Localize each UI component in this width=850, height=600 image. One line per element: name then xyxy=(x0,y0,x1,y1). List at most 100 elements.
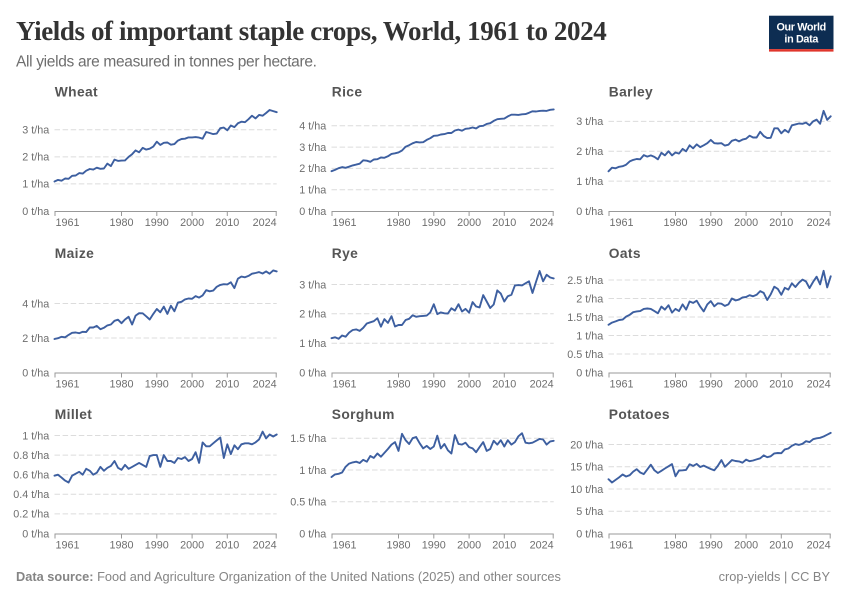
svg-text:Maize: Maize xyxy=(55,246,94,261)
svg-text:Yields of important staple cro: Yields of important staple crops, World,… xyxy=(16,16,606,46)
svg-text:0.8 t/ha: 0.8 t/ha xyxy=(13,450,49,462)
svg-text:1961: 1961 xyxy=(333,217,357,229)
svg-text:2010: 2010 xyxy=(492,217,516,229)
svg-text:1990: 1990 xyxy=(145,379,169,391)
svg-text:1980: 1980 xyxy=(663,540,687,552)
svg-text:20 t/ha: 20 t/ha xyxy=(570,439,603,451)
svg-text:15 t/ha: 15 t/ha xyxy=(570,462,603,474)
svg-text:2000: 2000 xyxy=(734,217,758,229)
svg-text:10 t/ha: 10 t/ha xyxy=(570,484,603,496)
svg-text:1990: 1990 xyxy=(699,217,723,229)
svg-text:1 t/ha: 1 t/ha xyxy=(299,185,326,197)
svg-text:1990: 1990 xyxy=(422,379,446,391)
svg-text:2024: 2024 xyxy=(530,217,554,229)
svg-text:1961: 1961 xyxy=(56,540,80,552)
svg-text:Our World: Our World xyxy=(776,22,825,34)
svg-text:Barley: Barley xyxy=(609,85,653,100)
svg-text:0 t/ha: 0 t/ha xyxy=(299,367,326,379)
svg-text:2 t/ha: 2 t/ha xyxy=(22,333,49,345)
svg-text:1961: 1961 xyxy=(333,540,357,552)
svg-text:3 t/ha: 3 t/ha xyxy=(299,279,326,291)
svg-text:Sorghum: Sorghum xyxy=(332,407,395,422)
svg-text:1 t/ha: 1 t/ha xyxy=(576,176,603,188)
svg-text:1990: 1990 xyxy=(422,217,446,229)
svg-text:2024: 2024 xyxy=(530,540,554,552)
svg-text:2000: 2000 xyxy=(457,540,481,552)
svg-text:4 t/ha: 4 t/ha xyxy=(22,298,49,310)
svg-text:1990: 1990 xyxy=(145,540,169,552)
svg-text:2010: 2010 xyxy=(492,540,516,552)
svg-text:1980: 1980 xyxy=(109,540,133,552)
svg-text:1961: 1961 xyxy=(333,379,357,391)
svg-text:1980: 1980 xyxy=(109,379,133,391)
svg-text:2024: 2024 xyxy=(253,379,277,391)
svg-text:1980: 1980 xyxy=(663,379,687,391)
svg-text:0 t/ha: 0 t/ha xyxy=(299,206,326,218)
svg-text:2000: 2000 xyxy=(457,379,481,391)
svg-text:2.5 t/ha: 2.5 t/ha xyxy=(567,275,603,287)
svg-text:2000: 2000 xyxy=(734,540,758,552)
svg-text:Rye: Rye xyxy=(332,246,358,261)
svg-text:2024: 2024 xyxy=(807,379,831,391)
svg-text:1 t/ha: 1 t/ha xyxy=(22,430,49,442)
svg-text:0.5 t/ha: 0.5 t/ha xyxy=(290,497,326,509)
svg-text:0 t/ha: 0 t/ha xyxy=(22,206,49,218)
svg-text:0 t/ha: 0 t/ha xyxy=(22,528,49,540)
svg-text:1990: 1990 xyxy=(699,540,723,552)
svg-text:2 t/ha: 2 t/ha xyxy=(299,309,326,321)
svg-text:3 t/ha: 3 t/ha xyxy=(299,142,326,154)
svg-text:3 t/ha: 3 t/ha xyxy=(576,116,603,128)
svg-text:1980: 1980 xyxy=(663,217,687,229)
svg-text:0 t/ha: 0 t/ha xyxy=(22,367,49,379)
svg-text:0 t/ha: 0 t/ha xyxy=(576,528,603,540)
svg-text:Oats: Oats xyxy=(609,246,641,261)
svg-text:2 t/ha: 2 t/ha xyxy=(299,163,326,175)
svg-text:0.2 t/ha: 0.2 t/ha xyxy=(13,509,49,521)
svg-text:1 t/ha: 1 t/ha xyxy=(22,179,49,191)
svg-text:1990: 1990 xyxy=(422,540,446,552)
svg-text:1 t/ha: 1 t/ha xyxy=(299,465,326,477)
svg-text:Millet: Millet xyxy=(55,407,92,422)
svg-text:1990: 1990 xyxy=(699,379,723,391)
svg-text:Rice: Rice xyxy=(332,85,363,100)
svg-text:1961: 1961 xyxy=(56,379,80,391)
svg-text:1980: 1980 xyxy=(109,217,133,229)
svg-text:2010: 2010 xyxy=(215,540,239,552)
svg-text:0 t/ha: 0 t/ha xyxy=(576,206,603,218)
svg-text:1961: 1961 xyxy=(610,540,634,552)
svg-text:1980: 1980 xyxy=(386,217,410,229)
svg-text:2010: 2010 xyxy=(769,379,793,391)
svg-text:2010: 2010 xyxy=(215,379,239,391)
svg-text:0.6 t/ha: 0.6 t/ha xyxy=(13,470,49,482)
svg-text:1 t/ha: 1 t/ha xyxy=(576,330,603,342)
svg-text:2024: 2024 xyxy=(253,540,277,552)
svg-text:4 t/ha: 4 t/ha xyxy=(299,121,326,133)
svg-text:2010: 2010 xyxy=(215,217,239,229)
svg-text:1961: 1961 xyxy=(610,379,634,391)
svg-text:crop-yields | CC BY: crop-yields | CC BY xyxy=(719,569,831,584)
svg-text:1980: 1980 xyxy=(386,379,410,391)
svg-text:Potatoes: Potatoes xyxy=(609,407,670,422)
svg-text:1.5 t/ha: 1.5 t/ha xyxy=(567,312,603,324)
svg-text:2024: 2024 xyxy=(807,540,831,552)
svg-text:2010: 2010 xyxy=(769,217,793,229)
svg-text:1990: 1990 xyxy=(145,217,169,229)
svg-text:Wheat: Wheat xyxy=(55,85,98,100)
svg-text:2010: 2010 xyxy=(492,379,516,391)
svg-text:0.5 t/ha: 0.5 t/ha xyxy=(567,349,603,361)
svg-text:2024: 2024 xyxy=(530,379,554,391)
svg-text:2 t/ha: 2 t/ha xyxy=(22,152,49,164)
svg-text:0.4 t/ha: 0.4 t/ha xyxy=(13,489,49,501)
svg-text:All yields are measured in ton: All yields are measured in tonnes per he… xyxy=(16,54,317,71)
svg-text:1961: 1961 xyxy=(610,217,634,229)
svg-text:2000: 2000 xyxy=(180,540,204,552)
svg-text:1.5 t/ha: 1.5 t/ha xyxy=(290,433,326,445)
svg-text:2024: 2024 xyxy=(253,217,277,229)
svg-text:Data source: Food and Agricult: Data source: Food and Agriculture Organi… xyxy=(16,569,561,584)
svg-text:2010: 2010 xyxy=(769,540,793,552)
svg-text:in Data: in Data xyxy=(784,34,819,46)
svg-text:3 t/ha: 3 t/ha xyxy=(22,125,49,137)
svg-text:1 t/ha: 1 t/ha xyxy=(299,338,326,350)
svg-text:0 t/ha: 0 t/ha xyxy=(299,528,326,540)
svg-text:0 t/ha: 0 t/ha xyxy=(576,367,603,379)
